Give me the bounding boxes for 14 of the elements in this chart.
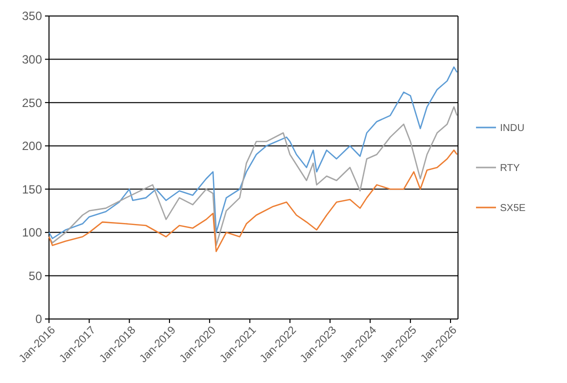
legend-label: INDU <box>500 123 524 134</box>
y-tick-label: 50 <box>28 268 42 283</box>
legend-label: RTY <box>500 163 520 174</box>
y-tick-label: 250 <box>22 96 42 110</box>
legend-label: SX5E <box>500 203 526 214</box>
line-series <box>48 66 458 240</box>
line-series <box>48 150 458 252</box>
y-tick-label: 200 <box>22 139 42 154</box>
y-tick-label: 350 <box>22 9 42 24</box>
y-tick-label: 150 <box>22 182 42 196</box>
y-tick-label: 100 <box>22 226 42 240</box>
y-tick-label: 0 <box>35 312 42 326</box>
y-tick-label: 300 <box>22 52 42 66</box>
line-series <box>48 106 458 246</box>
